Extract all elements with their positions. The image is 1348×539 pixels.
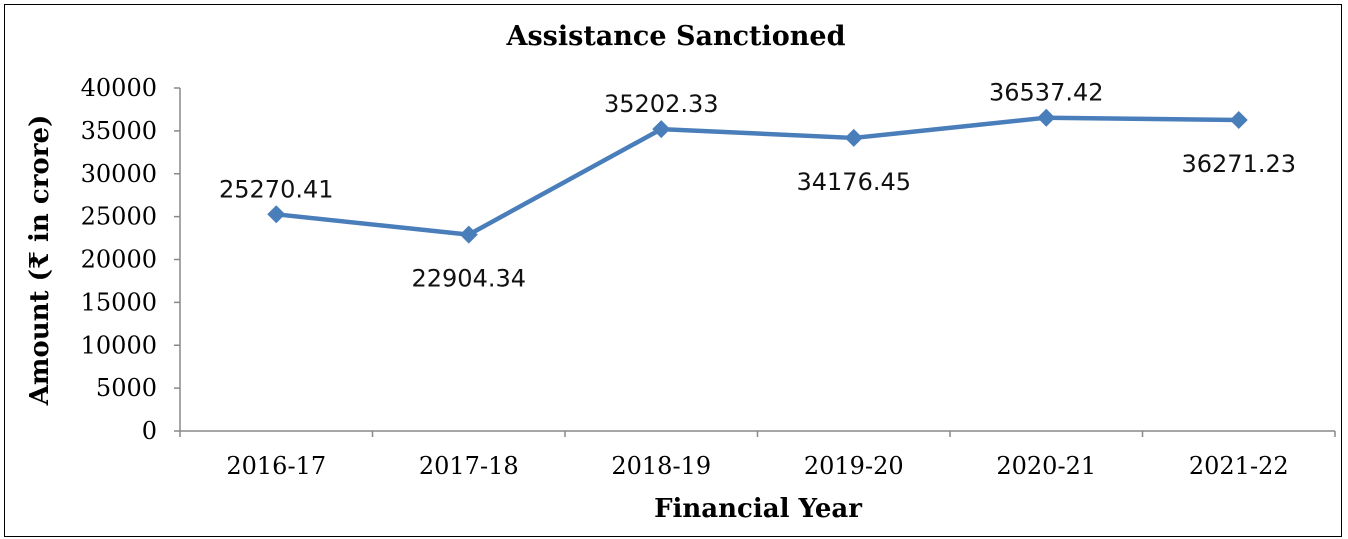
x-tick-label: 2019-20: [804, 452, 904, 480]
y-tick-label: 20000: [81, 246, 157, 274]
chart-title: Assistance Sanctioned: [506, 21, 846, 52]
y-tick-label: 10000: [81, 331, 157, 359]
data-label: 22904.34: [411, 265, 526, 293]
x-tick-labels: 2016-17 2017-18 2018-19 2019-20 2020-21 2021-…: [179, 431, 1336, 480]
data-label: 34176.45: [796, 168, 911, 196]
y-tick-label: 15000: [81, 288, 157, 316]
x-axis-title: Financial Year: [654, 494, 862, 524]
chart-frame: [4, 4, 1342, 537]
y-tick-label: 0: [142, 417, 157, 445]
data-label: 35202.33: [604, 90, 719, 118]
y-tick-labels: 0 5000 10000 15000 20000 25000 30000 35000 40000: [81, 74, 180, 445]
x-tick-label: 2017-18: [419, 452, 519, 480]
y-tick-label: 40000: [81, 74, 157, 102]
data-label: 36537.42: [989, 79, 1104, 107]
series-layer: [267, 108, 1248, 244]
data-point-marker: [459, 225, 478, 244]
y-tick-label: 25000: [81, 203, 157, 231]
x-tick-label: 2016-17: [226, 452, 326, 480]
x-tick-label: 2020-21: [996, 452, 1096, 480]
data-labels: 25270.41 22904.34 35202.33 34176.45 36537.42…: [219, 79, 1296, 293]
data-point-marker: [1037, 108, 1056, 127]
y-tick-label: 30000: [81, 160, 157, 188]
data-label: 36271.23: [1181, 150, 1296, 178]
y-tick-label: 35000: [81, 117, 157, 145]
data-point-marker: [652, 120, 671, 139]
x-tick-label: 2021-22: [1189, 452, 1289, 480]
x-tick-label: 2018-19: [611, 452, 711, 480]
data-point-marker: [844, 128, 863, 147]
data-point-marker: [1229, 110, 1248, 129]
y-tick-label: 5000: [96, 374, 157, 402]
data-label: 25270.41: [219, 175, 334, 203]
y-axis-title: Amount (₹ in crore): [25, 115, 55, 407]
data-point-marker: [267, 205, 286, 224]
series-line: [276, 115, 1239, 237]
